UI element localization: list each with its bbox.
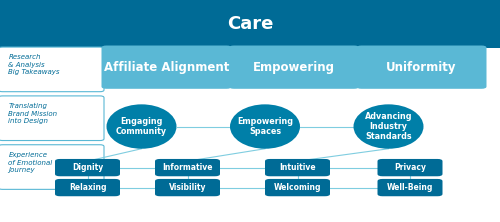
FancyBboxPatch shape <box>0 145 104 189</box>
FancyBboxPatch shape <box>0 96 104 141</box>
FancyBboxPatch shape <box>0 47 104 92</box>
Text: Privacy: Privacy <box>394 163 426 172</box>
FancyBboxPatch shape <box>229 46 359 89</box>
FancyBboxPatch shape <box>55 159 120 176</box>
Text: Affiliate Alignment: Affiliate Alignment <box>104 61 229 74</box>
FancyBboxPatch shape <box>378 179 442 196</box>
FancyBboxPatch shape <box>155 179 220 196</box>
Text: Well-Being: Well-Being <box>387 183 433 192</box>
Text: Engaging
Community: Engaging Community <box>116 117 167 136</box>
FancyBboxPatch shape <box>55 179 120 196</box>
Text: Dignity: Dignity <box>72 163 103 172</box>
FancyBboxPatch shape <box>265 179 330 196</box>
Text: Visibility: Visibility <box>169 183 206 192</box>
FancyBboxPatch shape <box>155 159 220 176</box>
Text: Experience
of Emotional
Journey: Experience of Emotional Journey <box>8 152 53 173</box>
FancyBboxPatch shape <box>356 46 486 89</box>
Text: Welcoming: Welcoming <box>274 183 321 192</box>
Text: Relaxing: Relaxing <box>69 183 106 192</box>
FancyBboxPatch shape <box>265 159 330 176</box>
Text: Care: Care <box>227 15 273 33</box>
Text: Empowering
Spaces: Empowering Spaces <box>237 117 293 136</box>
Ellipse shape <box>230 104 300 149</box>
Text: Translating
Brand Mission
into Design: Translating Brand Mission into Design <box>8 103 58 125</box>
Text: Intuitive: Intuitive <box>279 163 316 172</box>
FancyBboxPatch shape <box>378 159 442 176</box>
FancyBboxPatch shape <box>0 0 500 48</box>
Text: Advancing
Industry
Standards: Advancing Industry Standards <box>365 112 412 141</box>
Text: Empowering: Empowering <box>253 61 335 74</box>
FancyBboxPatch shape <box>102 46 232 89</box>
Text: Research
& Analysis
Big Takeaways: Research & Analysis Big Takeaways <box>8 54 60 75</box>
Ellipse shape <box>354 104 424 149</box>
Text: Informative: Informative <box>162 163 213 172</box>
Ellipse shape <box>106 104 176 149</box>
Text: Uniformity: Uniformity <box>386 61 457 74</box>
